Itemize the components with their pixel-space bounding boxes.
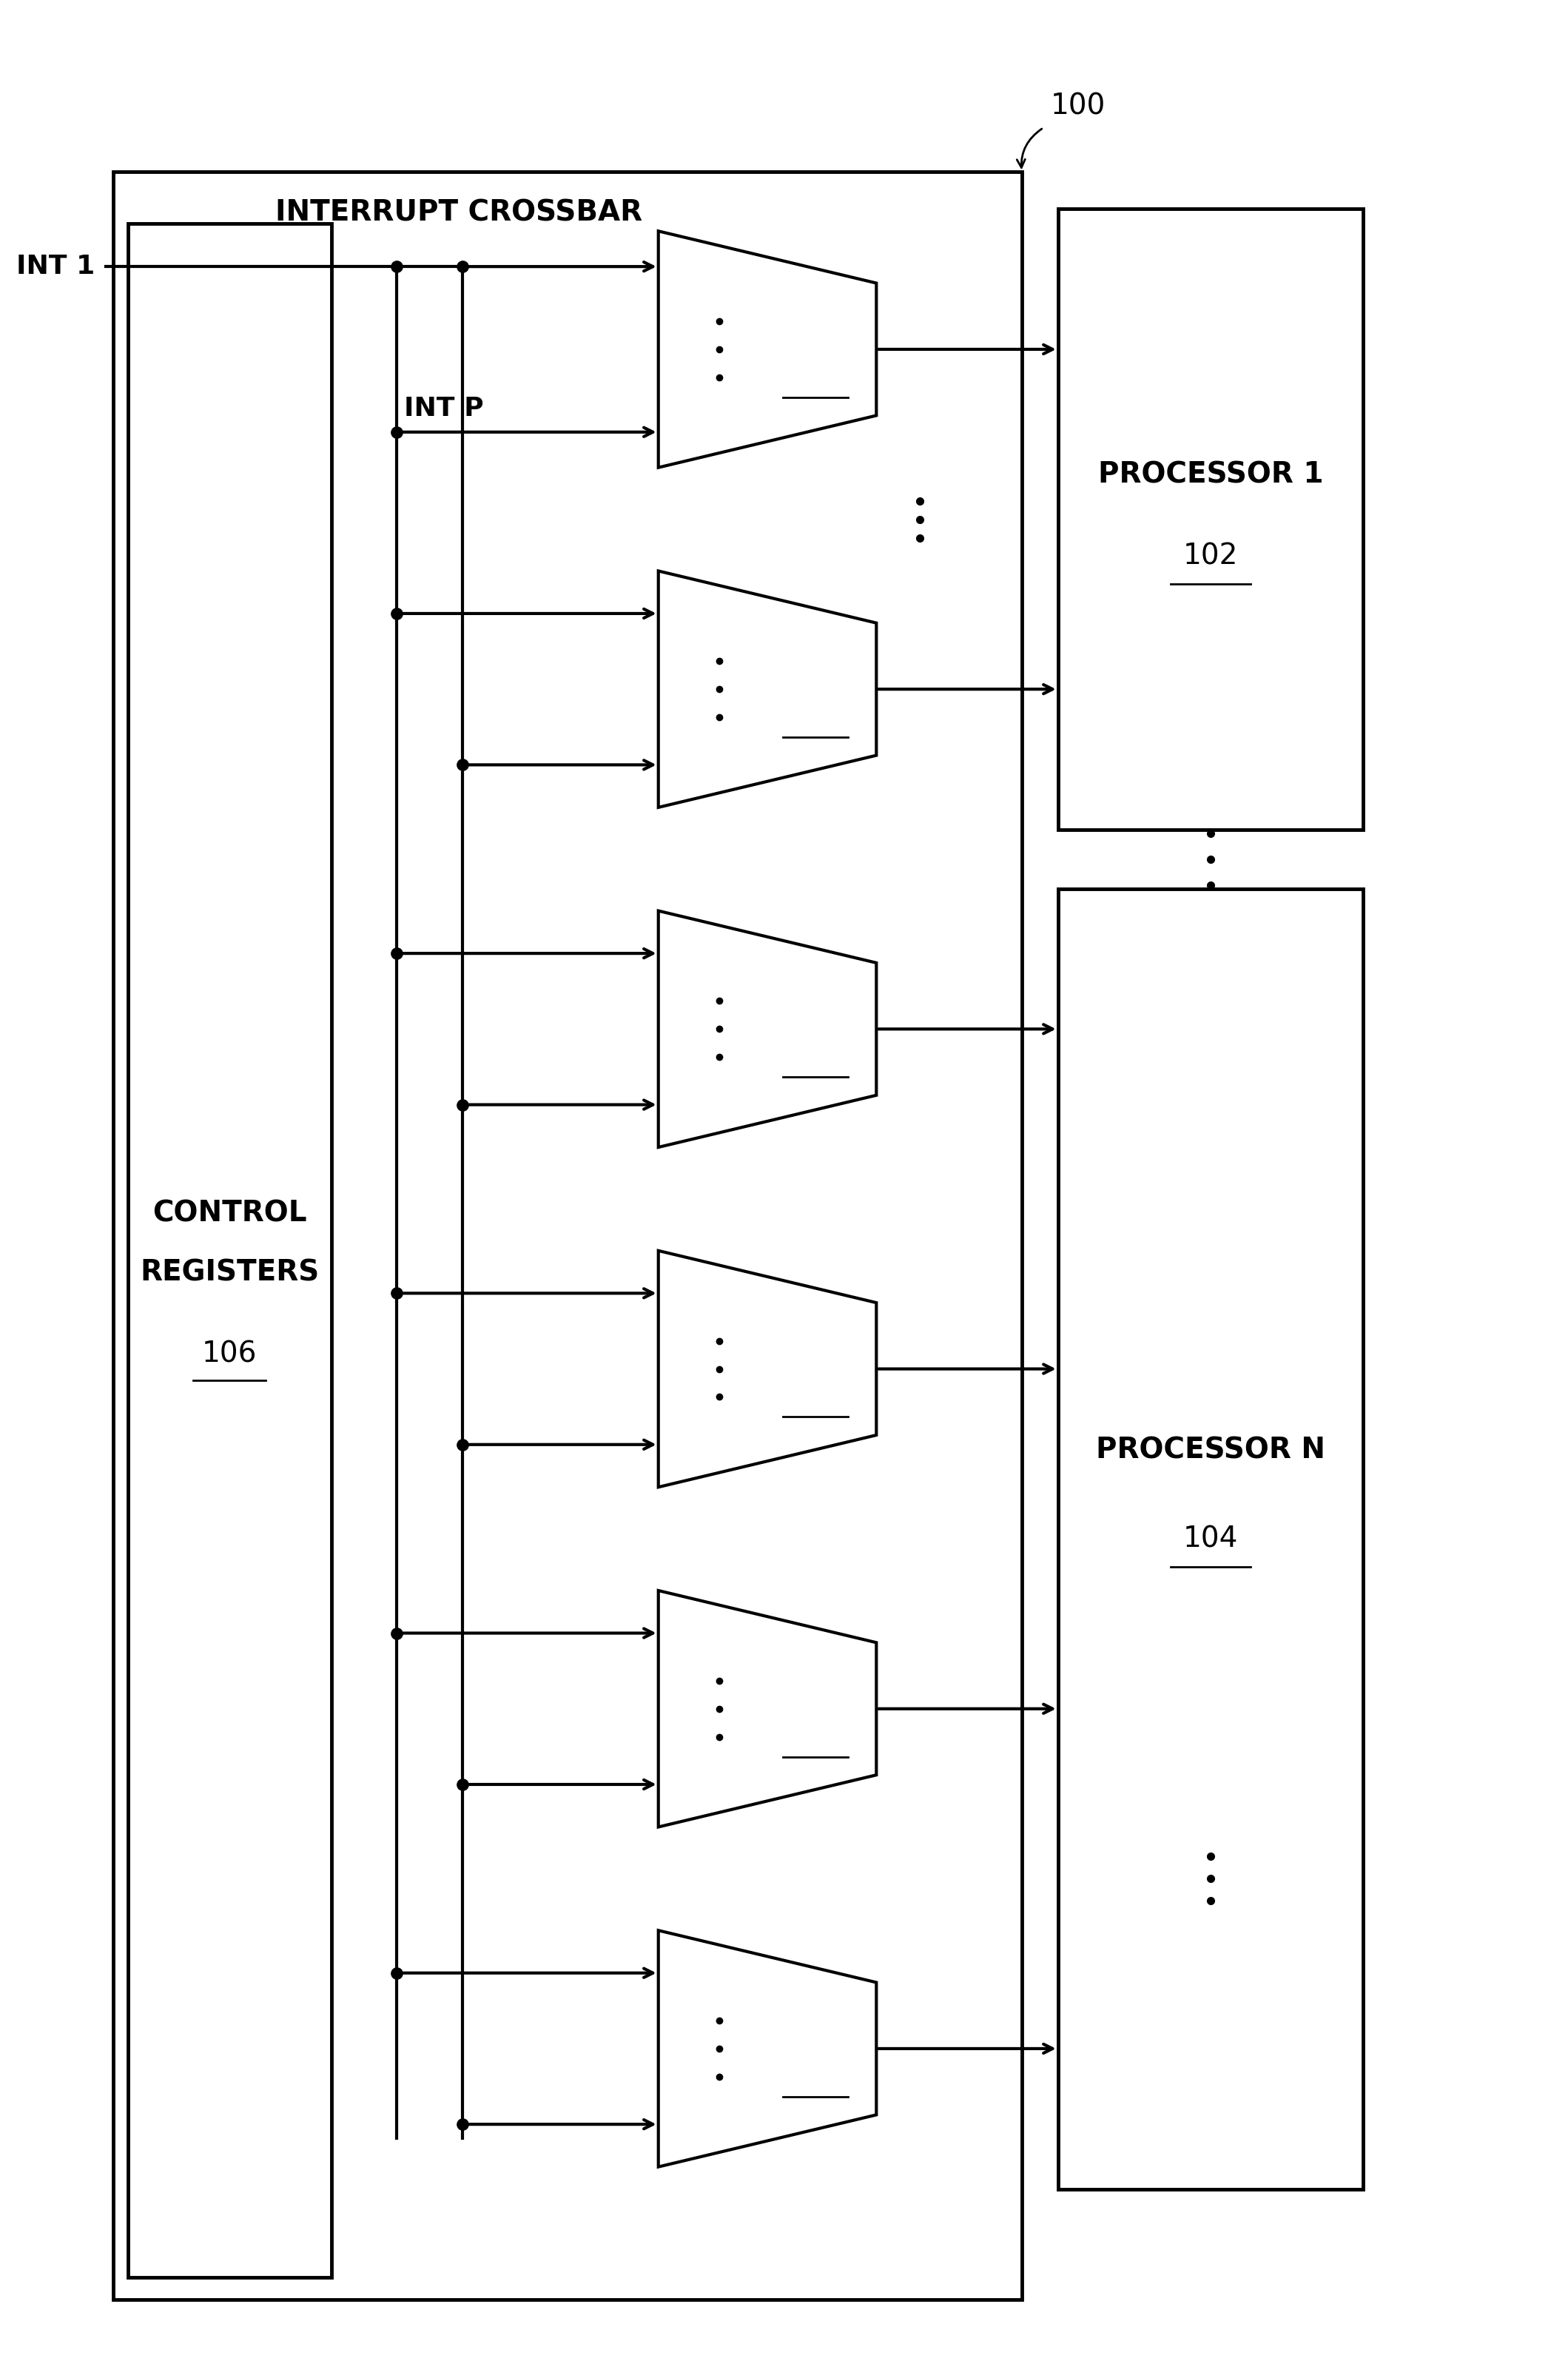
- Text: REGISTERS: REGISTERS: [140, 1258, 320, 1287]
- Text: 112: 112: [787, 1029, 844, 1058]
- Polygon shape: [659, 571, 877, 807]
- Text: 108: 108: [787, 349, 844, 378]
- Text: 110: 110: [787, 689, 844, 718]
- Bar: [129, 224, 331, 2278]
- Polygon shape: [659, 231, 877, 467]
- Polygon shape: [659, 1251, 877, 1487]
- Text: PROCESSOR 1: PROCESSOR 1: [1098, 460, 1323, 489]
- Text: 104: 104: [1184, 1525, 1239, 1554]
- Text: 106: 106: [202, 1341, 257, 1367]
- Text: 102: 102: [1184, 543, 1239, 571]
- Bar: [1058, 208, 1363, 829]
- Polygon shape: [659, 1591, 877, 1827]
- Text: INT 1: INT 1: [17, 255, 96, 279]
- Text: 118: 118: [787, 2049, 844, 2078]
- Bar: [113, 172, 1022, 2300]
- Polygon shape: [659, 1931, 877, 2167]
- Text: 100: 100: [1051, 92, 1105, 120]
- Polygon shape: [659, 911, 877, 1147]
- Text: PROCESSOR N: PROCESSOR N: [1096, 1435, 1325, 1464]
- Bar: [1058, 888, 1363, 2189]
- Text: INT P: INT P: [405, 397, 483, 420]
- Text: 114: 114: [787, 1369, 844, 1398]
- Text: INTERRUPT CROSSBAR: INTERRUPT CROSSBAR: [274, 198, 643, 227]
- Text: 116: 116: [787, 1709, 844, 1738]
- Text: CONTROL: CONTROL: [152, 1199, 307, 1228]
